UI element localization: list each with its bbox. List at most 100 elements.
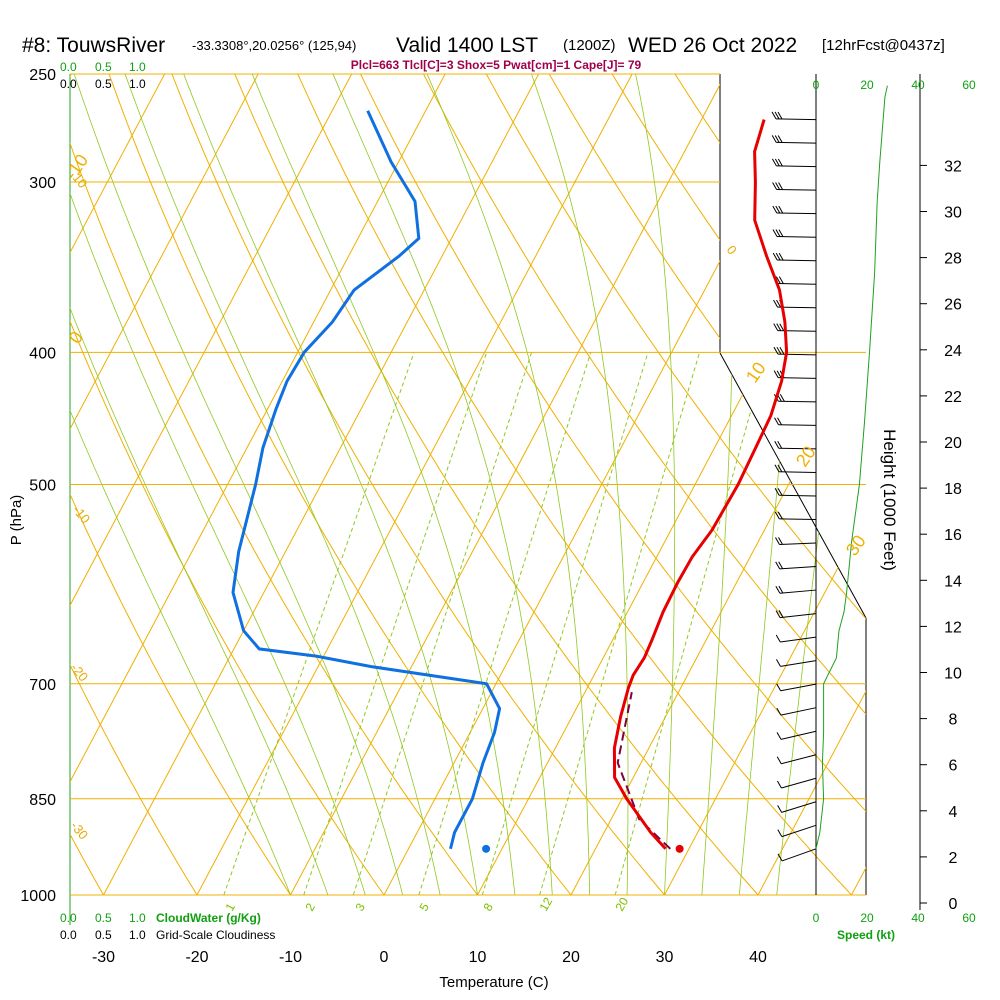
dry-adiabat-line (70, 74, 478, 895)
wind-barb-feather (776, 370, 782, 378)
speed-tick-bottom-2: 40 (911, 911, 925, 925)
isotherm-label: 0 (65, 328, 87, 348)
moist-adiabat-line (70, 74, 404, 895)
stability-indices: Plcl=663 Tlcl[C]=3 Shox=5 Pwat[cm]=1 Cap… (351, 58, 642, 72)
dry-adiabat-line (70, 74, 385, 895)
top-cloudiness-1: 0.5 (95, 77, 112, 91)
y-axis-ticks: 250 300 400 500 700 850 1000 (20, 67, 56, 905)
pressure-tick-label: 1000 (20, 888, 56, 905)
wind-barb (781, 848, 817, 862)
height-tick-label: 4 (949, 804, 958, 821)
wind-barb-feather (777, 417, 782, 426)
wind-barb-feather (775, 561, 781, 570)
wind-barb (777, 259, 817, 262)
wind-barb (776, 165, 817, 168)
wind-barb (780, 636, 817, 643)
isotherm-line (477, 74, 866, 895)
dry-adiabat-line (241, 74, 852, 895)
wind-barb-feather (777, 511, 783, 520)
wind-barb (779, 566, 817, 570)
isotherm-line (70, 74, 236, 895)
wind-barb-feather (777, 853, 783, 862)
dry-adiabat-line (418, 74, 866, 895)
isotherm-line (70, 74, 329, 895)
moist-adiabat-line (738, 74, 809, 895)
mixing-ratio-label: 8 (480, 900, 496, 913)
mixing-ratio-line (303, 352, 488, 895)
wind-barb (781, 777, 817, 789)
wind-barb (780, 660, 817, 667)
moist-adiabat-line (370, 74, 591, 895)
dry-adiabat-line (70, 74, 198, 895)
height-tick-label: 0 (949, 896, 958, 913)
wind-barb-feather (775, 252, 781, 261)
wind-barb-feather (775, 537, 780, 545)
wind-barb-feather (774, 464, 780, 473)
isotherm-line (70, 74, 516, 895)
surface-temperature-dot (675, 844, 684, 853)
moist-adiabat-line (70, 74, 366, 895)
moist-adiabat-line (200, 74, 516, 895)
pressure-tick-label: 250 (29, 67, 56, 84)
wind-barb-feather (778, 537, 783, 545)
pressure-tick-label: 700 (29, 677, 56, 694)
dry-adiabat-line (70, 74, 291, 895)
pressure-tick-label: 400 (29, 345, 56, 362)
wind-barb-feather (776, 756, 782, 764)
height-tick-label: 22 (944, 389, 962, 406)
wind-barb-feather (778, 229, 784, 237)
isotherm-label: 30 (842, 531, 870, 559)
station-name: #8: TouwsRiver (22, 34, 165, 57)
wind-barb-feather (776, 780, 782, 789)
wind-barb-feather (776, 707, 782, 716)
temperature-tick-label: 40 (749, 949, 767, 966)
isotherm-line (570, 74, 866, 895)
wind-barb-feather (772, 252, 778, 261)
wind-barb (781, 801, 817, 813)
wind-barb-feather (776, 323, 782, 331)
bottom-cloudwater-1: 0.5 (95, 911, 112, 925)
speed-tick-top-3: 60 (962, 78, 976, 92)
wind-barb-feather (773, 346, 779, 355)
wind-barb-feather (777, 488, 783, 496)
top-cloudiness-2: 1.0 (129, 77, 146, 91)
wind-barb-feather (775, 276, 781, 284)
pressure-tick-label: 850 (29, 792, 56, 809)
height-tick-label: 8 (949, 712, 958, 729)
wind-barb-feather (777, 464, 783, 473)
x-axis-ticks: -30 -20 -10 0 10 20 30 40 (92, 949, 767, 966)
wind-barb-feather (775, 586, 781, 594)
wind-barb-feather (774, 511, 780, 520)
wind-barb-feather (775, 182, 781, 190)
dry-adiabat-line (123, 74, 665, 895)
height-tick-label: 28 (944, 251, 962, 268)
wind-barb-feather (776, 659, 781, 667)
wind-barb (778, 400, 817, 403)
pressure-tick-label: 300 (29, 175, 56, 192)
mixing-ratio-label: 3 (352, 900, 368, 913)
wind-barb-feather (778, 182, 784, 190)
wind-barb (779, 542, 817, 546)
wind-barb (780, 613, 817, 619)
wind-barb-feather (776, 683, 782, 691)
wind-barb (777, 306, 817, 309)
parcel-line (616, 692, 671, 850)
wind-barb-feather (775, 610, 781, 618)
wind-barb-feather (778, 610, 784, 618)
mixing-ratio-line (614, 352, 768, 895)
top-cloudwater-1: 0.5 (95, 60, 112, 74)
speed-tick-bottom-3: 60 (962, 911, 976, 925)
temperature-tick-label: -10 (279, 949, 302, 966)
wind-barbs (771, 111, 817, 862)
mixing-ratio-line (223, 352, 415, 895)
wind-barb-feather (774, 440, 780, 449)
wind-barb-feather (779, 346, 785, 355)
temperature-tick-label: 20 (562, 949, 580, 966)
wind-barb-feather (772, 182, 778, 190)
dry-adiabat-line (182, 74, 759, 895)
wind-barb-feather (771, 111, 777, 120)
wind-barb (776, 188, 817, 191)
